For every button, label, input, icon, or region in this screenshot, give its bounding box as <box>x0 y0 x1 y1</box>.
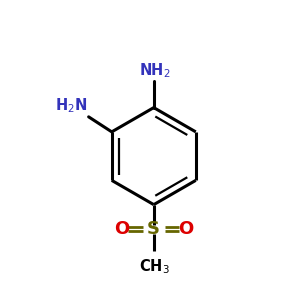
Text: S: S <box>147 220 160 238</box>
Text: H$_2$N: H$_2$N <box>55 96 88 115</box>
Text: O: O <box>114 220 129 238</box>
Text: NH$_2$: NH$_2$ <box>139 61 171 80</box>
Text: CH$_3$: CH$_3$ <box>139 257 169 276</box>
Text: O: O <box>178 220 194 238</box>
